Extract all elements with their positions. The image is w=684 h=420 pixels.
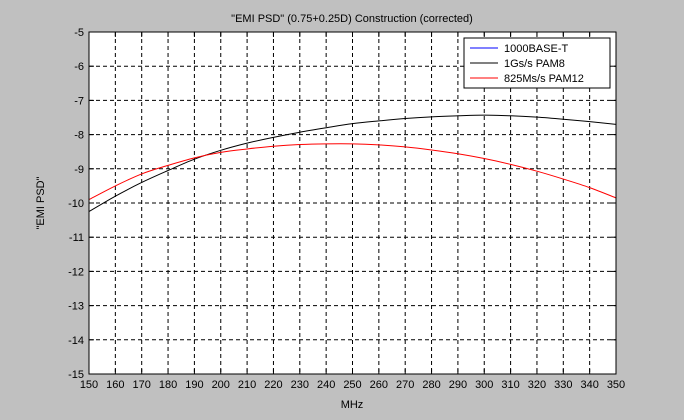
y-tick-label: -6 (74, 61, 84, 73)
x-tick-label: 150 (80, 379, 98, 391)
x-tick-label: 320 (528, 379, 546, 391)
x-tick-label: 350 (607, 379, 625, 391)
x-tick-label: 200 (212, 379, 230, 391)
x-tick-label: 240 (317, 379, 335, 391)
x-tick-label: 170 (133, 379, 151, 391)
legend-label-1gs-s-pam8: 1Gs/s PAM8 (504, 58, 565, 70)
y-tick-label: -10 (68, 198, 84, 210)
x-tick-label: 160 (106, 379, 124, 391)
series-line-825ms-s-pam12 (88, 143, 617, 201)
legend-label-1000base-t: 1000BASE-T (504, 43, 568, 55)
x-tick-label: 280 (422, 379, 440, 391)
series-line-1gs-s-pam8 (88, 114, 617, 212)
x-tick-label: 210 (238, 379, 256, 391)
y-tick-label: -14 (68, 335, 84, 347)
legend: 1000BASE-T 1Gs/s PAM8 825Ms/s PAM12 (463, 37, 611, 89)
y-tick-label: -9 (74, 164, 84, 176)
chart-title: "EMI PSD" (0.75+0.25D) Construction (cor… (231, 13, 473, 25)
x-axis-label: MHz (341, 399, 364, 411)
y-tick-label: -11 (69, 232, 84, 244)
x-tick-label: 300 (475, 379, 493, 391)
y-tick-label: -15 (68, 369, 84, 381)
y-tick-label: -7 (74, 95, 84, 107)
y-tick-label: -8 (74, 130, 84, 142)
axis-ticks: 150 160 170 180 190 200 210 220 230 240 250 260 270 2… (68, 27, 625, 391)
x-tick-label: 220 (264, 379, 282, 391)
grid-lines (89, 32, 616, 374)
x-tick-label: 330 (554, 379, 572, 391)
series-lines (88, 114, 617, 212)
y-tick-label: -12 (68, 266, 84, 278)
x-tick-label: 190 (185, 379, 203, 391)
x-tick-label: 230 (291, 379, 309, 391)
x-tick-label: 260 (370, 379, 388, 391)
x-tick-label: 270 (396, 379, 414, 391)
y-axis-label: "EMI PSD" (35, 176, 47, 229)
y-tick-label: -5 (74, 27, 84, 39)
y-tick-label: -13 (68, 301, 84, 313)
x-tick-label: 180 (159, 379, 177, 391)
x-tick-label: 310 (501, 379, 519, 391)
x-tick-label: 290 (449, 379, 467, 391)
x-tick-label: 250 (343, 379, 361, 391)
legend-label-825ms-s-pam12: 825Ms/s PAM12 (504, 73, 584, 85)
x-tick-label: 340 (580, 379, 598, 391)
